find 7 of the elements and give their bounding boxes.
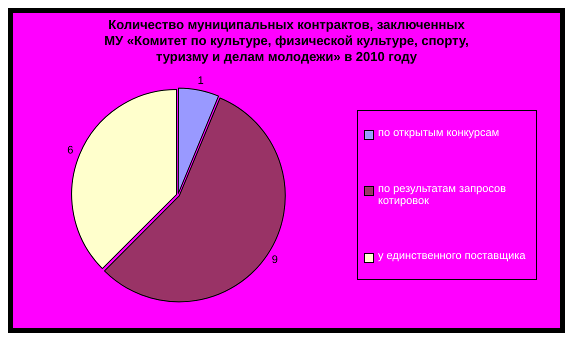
data-label: 1 [198, 74, 204, 87]
legend-label: по открытым конкурсам [378, 127, 500, 139]
data-label: 9 [272, 254, 278, 266]
chart-title: Количество муниципальных контрактов, заключенных МУ «Комитет по культуре, физической культуре, спорту, туризму и делам молодежи» в 2010 году [103, 17, 470, 65]
legend-label: у единственного поставщика [378, 250, 526, 262]
data-label: 6 [67, 144, 74, 156]
legend-label: по результатам запросов котировок [378, 183, 507, 207]
